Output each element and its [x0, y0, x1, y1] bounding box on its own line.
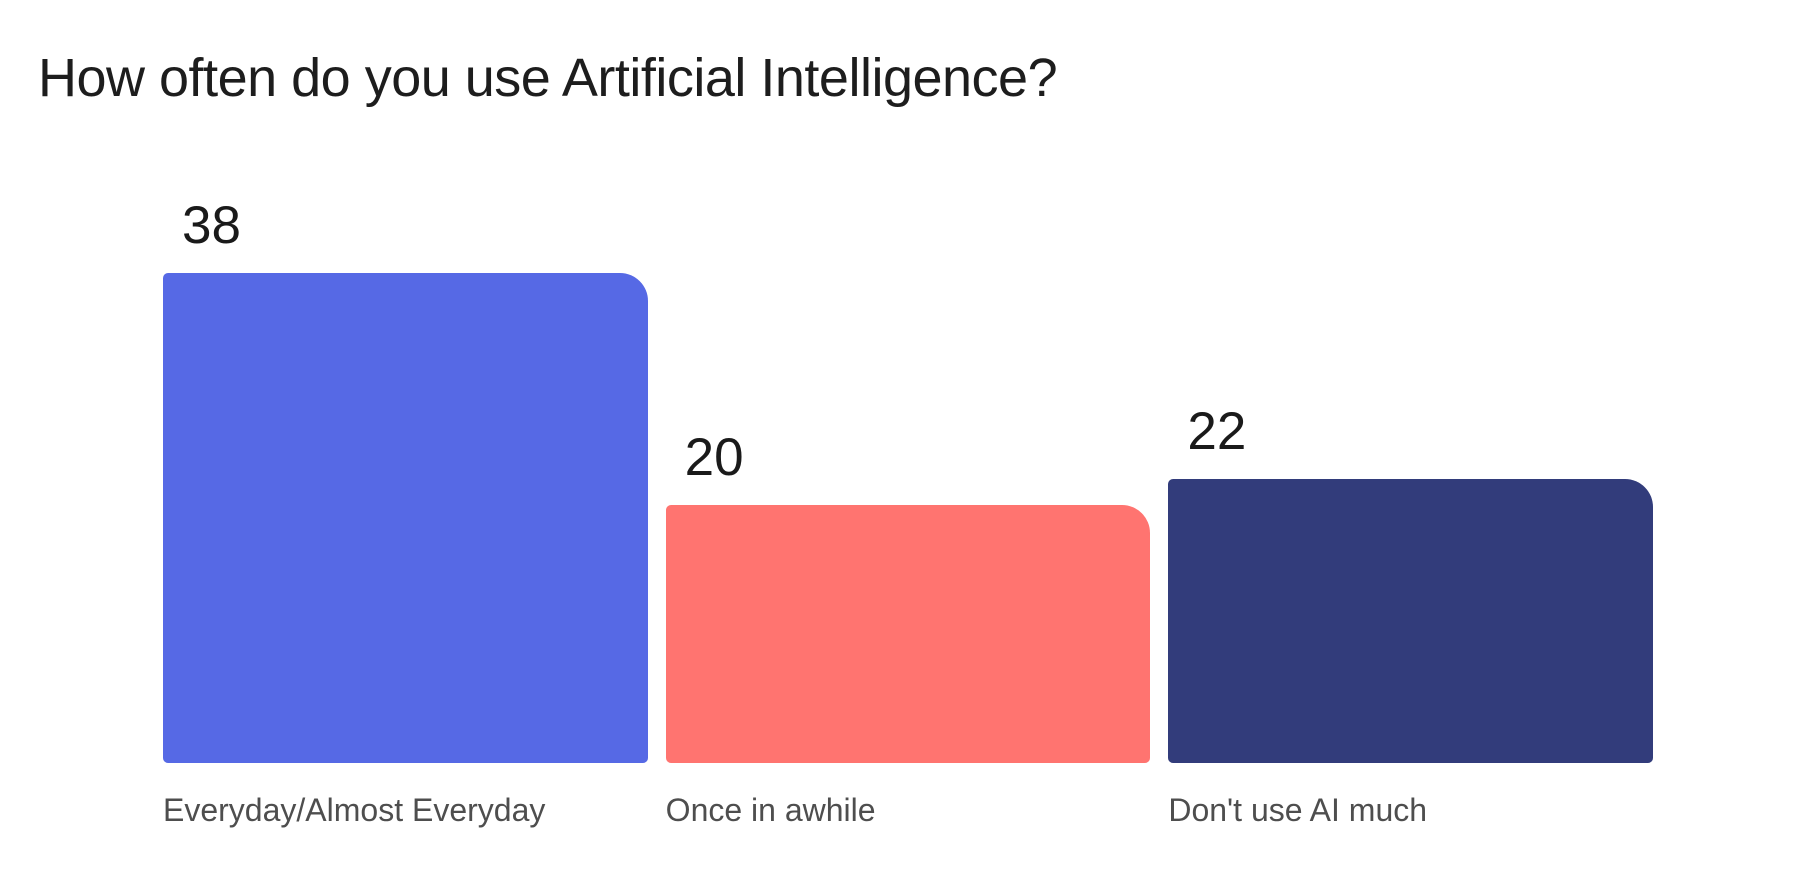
- bar-3[interactable]: [1168, 479, 1654, 763]
- chart-title: How often do you use Artificial Intellig…: [38, 48, 1058, 108]
- bar-1[interactable]: [163, 273, 648, 763]
- bar-value-label: 22: [1187, 402, 1247, 461]
- bar-chart: 38 Everyday/Almost Everyday 20 Once in awhi…: [163, 199, 1654, 830]
- category-label: Everyday/Almost Everyday: [163, 792, 546, 828]
- bar-2[interactable]: [665, 505, 1151, 763]
- bar-group-3: 22 Don't use AI much: [1168, 402, 1654, 830]
- bar-value-label: 38: [182, 196, 241, 255]
- bar-group-2: 20 Once in awhile: [665, 428, 1151, 830]
- bar-group-1: 38 Everyday/Almost Everyday: [163, 199, 648, 830]
- bar-columns: 38 Everyday/Almost Everyday 20 Once in awhi…: [163, 199, 1654, 830]
- category-label: Don't use AI much: [1168, 792, 1428, 828]
- category-label: Once in awhile: [665, 792, 876, 828]
- bar-value-label: 20: [684, 428, 744, 487]
